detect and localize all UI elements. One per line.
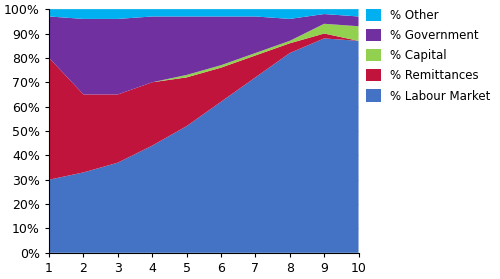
Legend: % Other, % Government, % Capital, % Remittances, % Labour Market: % Other, % Government, % Capital, % Remi…: [362, 4, 495, 107]
